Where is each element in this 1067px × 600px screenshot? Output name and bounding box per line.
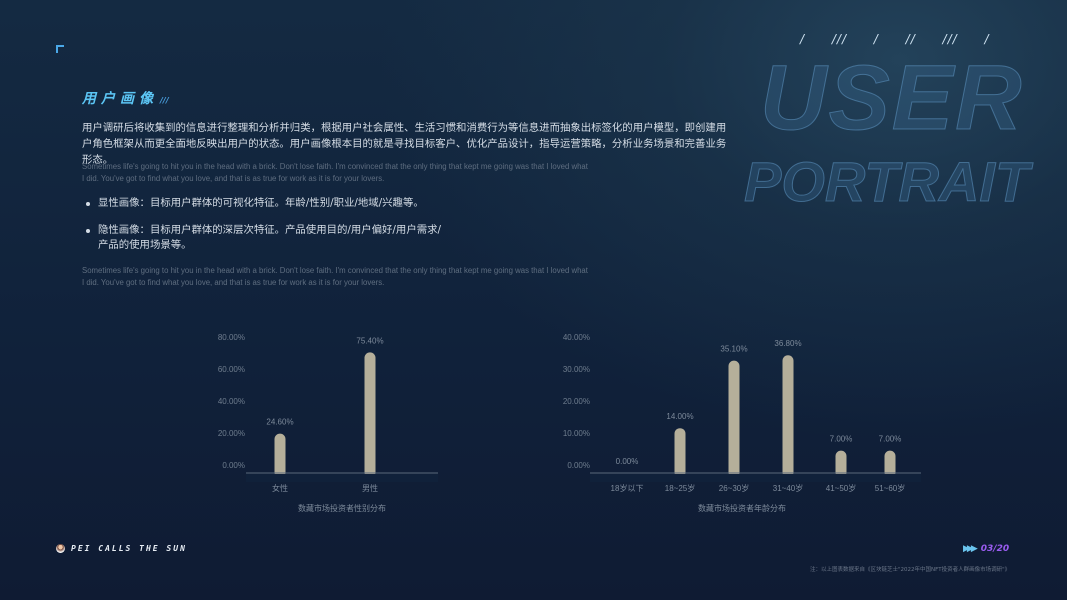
x-tick-label: 18~25岁 <box>665 483 695 493</box>
bar <box>884 450 896 478</box>
avatar <box>56 544 65 553</box>
bar <box>274 433 286 478</box>
chart-title: 数藏市场投资者年龄分布 <box>698 503 786 513</box>
corner-bracket-icon <box>56 45 64 53</box>
y-tick-label: 60.00% <box>218 365 245 374</box>
page-number: 03/20 <box>980 544 1010 554</box>
data-label: 0.00% <box>616 457 639 466</box>
data-label: 7.00% <box>830 435 853 444</box>
x-tick-label: 男性 <box>362 483 378 493</box>
intro-paragraph: 用户调研后将收集到的信息进行整理和分析并归类，根据用户社会属性、生活习惯和消费行… <box>82 122 727 166</box>
data-label: 75.40% <box>356 336 383 345</box>
y-tick-label: 40.00% <box>563 333 590 342</box>
english-quote-1: Sometimes life's going to hit you in the… <box>82 162 588 183</box>
bar <box>674 428 686 478</box>
watermark-line-1: USER <box>760 47 1024 149</box>
english-quote-2: Sometimes life's going to hit you in the… <box>82 266 588 287</box>
data-label: 35.10% <box>720 345 747 354</box>
pager: ▶▶▶ 03/20 <box>963 544 1009 554</box>
x-tick-label: 31~40岁 <box>773 483 803 493</box>
x-tick-label: 26~30岁 <box>719 483 749 493</box>
y-tick-label: 30.00% <box>563 365 590 374</box>
bar <box>835 450 847 478</box>
data-label: 7.00% <box>879 435 902 444</box>
source-note: 注：以上图表数据来自《区块链芝士"2022年中国NFT投资者人群画像市场调研"》 <box>810 567 1011 573</box>
page-title: 用户画像/// <box>82 88 169 108</box>
data-label: 36.80% <box>774 339 801 348</box>
watermark-line-2: PORTRAIT <box>743 150 1030 213</box>
x-tick-label: 51~60岁 <box>875 483 905 493</box>
axis-mask <box>246 474 438 482</box>
y-tick-label: 40.00% <box>218 397 245 406</box>
x-tick-label: 女性 <box>272 483 288 493</box>
bullet-item: 隐性画像：目标用户群体的深层次特征。产品使用目的/用户偏好/用户需求/产品的使用… <box>86 223 446 253</box>
brand: PEI CALLS THE SUN <box>56 544 187 553</box>
decor-slashes: / /// / // /// / <box>800 32 990 46</box>
y-tick-label: 20.00% <box>563 397 590 406</box>
bullet-item: 显性画像：目标用户群体的可视化特征。年龄/性别/职业/地域/兴趣等。 <box>86 196 456 211</box>
bar <box>782 355 794 478</box>
y-tick-label: 80.00% <box>218 333 245 342</box>
y-tick-label: 20.00% <box>218 429 245 438</box>
title-text: 用户画像 <box>82 91 158 107</box>
axis-mask <box>590 474 921 482</box>
y-tick-label: 0.00% <box>222 461 245 470</box>
data-label: 14.00% <box>666 412 693 421</box>
data-label: 24.60% <box>266 418 293 427</box>
y-tick-label: 10.00% <box>563 429 590 438</box>
chart-title: 数藏市场投资者性别分布 <box>298 503 386 513</box>
bar <box>364 352 376 478</box>
x-tick-label: 41~50岁 <box>826 483 856 493</box>
y-tick-label: 0.00% <box>567 461 590 470</box>
forward-arrows-icon[interactable]: ▶▶▶ <box>963 544 978 554</box>
brand-name: PEI CALLS THE SUN <box>71 544 187 553</box>
x-tick-label: 18岁以下 <box>611 483 644 493</box>
bar <box>728 360 740 478</box>
title-suffix: /// <box>160 96 169 105</box>
